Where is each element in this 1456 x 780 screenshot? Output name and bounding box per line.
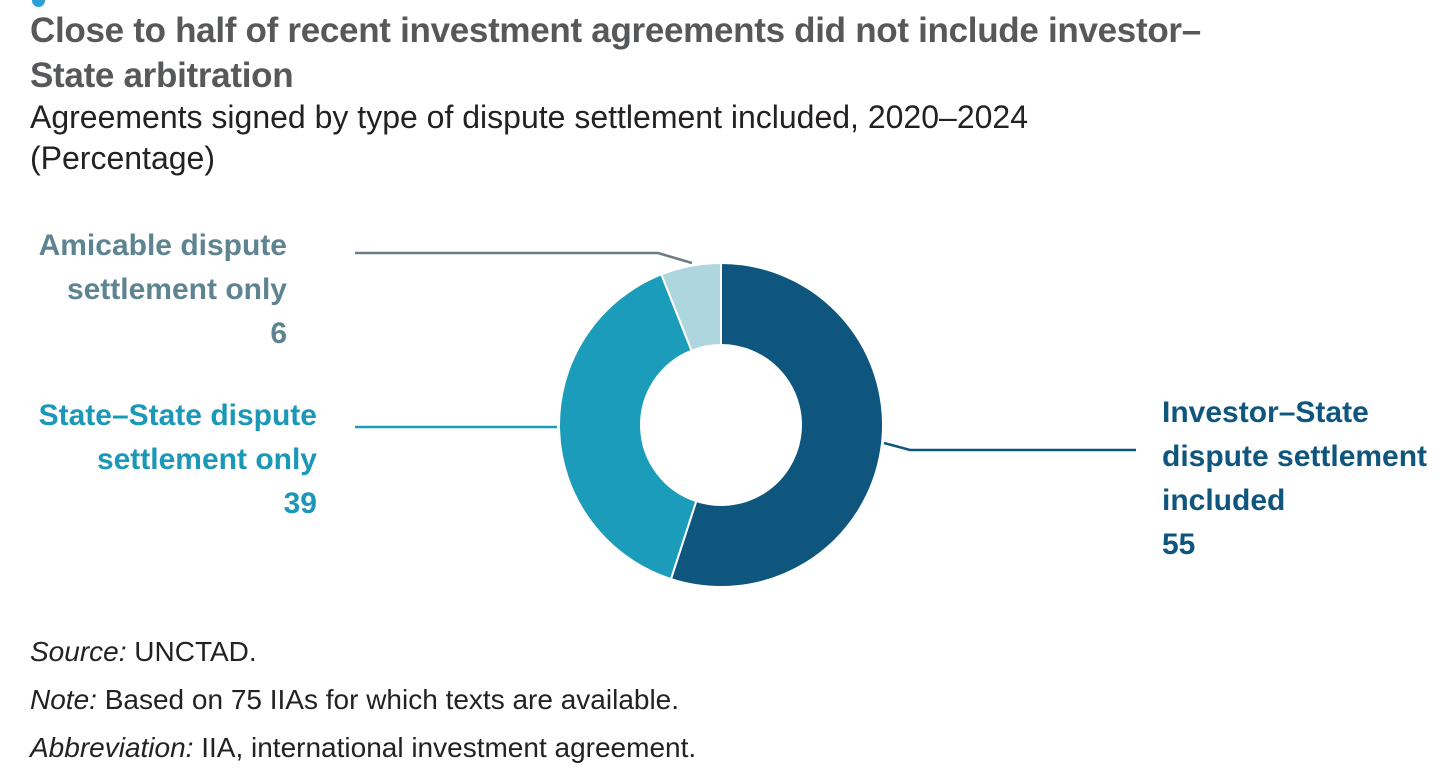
figure-unit-line: (Percentage) [30,140,215,176]
callout-label-value: 55 [1162,528,1196,561]
donut-svg [355,251,1136,588]
source-note-prefix: Source: [30,636,127,667]
donut-segment-investor-state [669,261,885,588]
donut-segment-amicable [660,261,722,352]
figure-number-fragment [32,0,45,7]
leader-line-amicable [355,251,693,265]
callout-label-value: 39 [283,487,317,520]
callout-label-investor-state: Investor–State dispute settlement includ… [1162,391,1427,567]
abbreviation-note-text: IIA, international investment agreement. [193,732,697,763]
donut-segment-state-state [558,273,698,581]
leader-line-investor-state [883,441,1136,452]
callout-label-state-state: State–State dispute settlement only 39 [39,394,317,526]
figure-title-line-2: State arbitration [30,56,294,95]
callout-label-text: settlement only [96,443,317,476]
note-note: Note: Based on 75 IIAs for which texts a… [30,676,696,724]
callout-label-text: settlement only [66,273,287,306]
callout-label-value: 6 [270,317,287,350]
callout-label-text: dispute settlement [1162,440,1428,473]
figure-title-line-1: Close to half of recent investment agree… [30,11,1201,50]
callout-label-text: Amicable dispute [38,229,287,262]
source-note-text: UNCTAD. [126,636,257,667]
figure-title: Close to half of recent investment agree… [30,8,1201,98]
abbreviation-note: Abbreviation: IIA, international investm… [30,724,696,772]
leader-lines [355,251,1136,452]
abbreviation-note-prefix: Abbreviation: [30,732,194,763]
callout-label-text: included [1162,484,1286,517]
figure-subtitle: Agreements signed by type of dispute set… [30,97,1028,179]
donut-segments [558,261,885,588]
callout-label-text: State–State dispute [38,399,317,432]
note-note-prefix: Note: [30,684,97,715]
callout-label-text: Investor–State [1162,396,1369,429]
source-note: Source: UNCTAD. [30,628,696,676]
callout-label-amicable: Amicable dispute settlement only 6 [39,224,287,356]
note-note-text: Based on 75 IIAs for which texts are ava… [96,684,680,715]
footnotes: Source: UNCTAD. Note: Based on 75 IIAs f… [30,628,696,772]
figure-subtitle-line: Agreements signed by type of dispute set… [30,99,1028,135]
